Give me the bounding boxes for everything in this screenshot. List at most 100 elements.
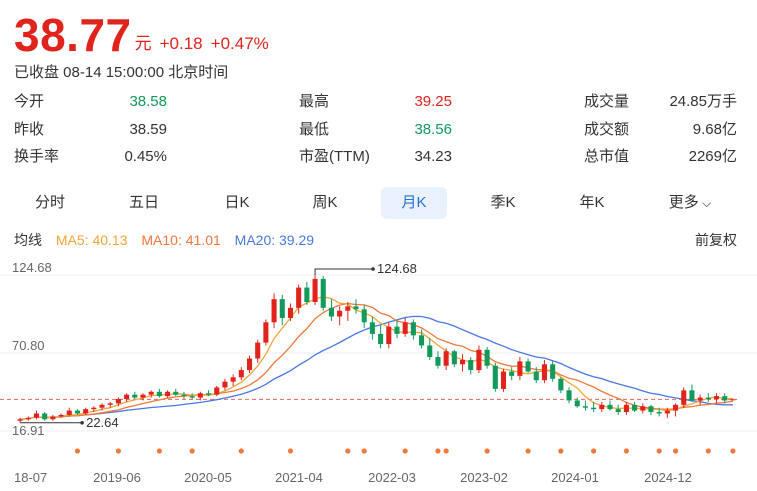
candle-body [132,394,138,398]
candle-body [533,371,539,381]
candle-body [214,387,220,395]
x-tick-label: 2020-05 [184,470,232,485]
candle-body [156,391,162,397]
candle-body [468,359,474,371]
candle-body [296,287,302,308]
current-price: 38.77 [14,9,132,61]
min-label: 22.64 [86,415,119,430]
event-marker [189,448,195,454]
candle-body [435,357,441,366]
event-marker [345,448,351,454]
stat-label: 最低 [299,121,330,138]
ma20-line [20,315,733,420]
candle-body [632,404,638,411]
candle-body [689,390,695,401]
candle-body [509,371,515,376]
event-marker [115,448,122,454]
candle-body [558,378,564,391]
candle-body [165,391,171,397]
candle-body [345,306,351,311]
candle-body [205,393,212,395]
candle-body [566,390,572,401]
market-status: 已收盘 08-14 15:00:00 北京时间 [14,64,229,81]
candle-body [697,397,703,401]
candle-body [50,416,56,420]
candle-body [99,404,105,408]
event-marker [435,448,441,454]
candle-body [550,364,556,379]
y-tick-label: 124.68 [12,260,52,275]
tab-3[interactable]: 周K [312,194,338,211]
y-tick-label: 70.80 [12,338,45,353]
candle-body [74,410,80,414]
event-marker [74,448,81,454]
tab-6[interactable]: 年K [579,194,605,211]
candle-body [451,351,457,365]
stat-value: 2269亿 [688,148,737,165]
candle-body [58,414,64,417]
candle-body [312,278,318,303]
y-tick-label: 16.91 [12,423,45,438]
candle-body [599,404,605,410]
tab-4[interactable]: 月K [381,187,447,219]
candle-body [673,404,679,411]
candle-body [369,322,375,334]
candle-body [238,370,244,378]
event-marker [287,448,294,454]
candle-body [33,413,40,418]
tab-7[interactable]: 更多 ⌵ [668,194,712,211]
tab-5[interactable]: 季K [490,194,516,211]
candle-body [582,406,588,408]
candle-body [328,307,334,317]
candle-body [656,412,662,414]
event-marker [443,448,449,454]
candle-body [91,407,97,410]
event-marker [705,448,711,454]
candle-body [181,394,187,397]
stat-value: 0.45% [124,148,167,165]
stat-value: 38.59 [129,121,167,138]
candle-body [517,361,523,376]
max-annotation-dot [371,267,375,271]
ma5-value: MA5: 40.13 [55,232,128,248]
candle-body [591,407,597,410]
price-change-percent: +0.47% [210,34,269,53]
candle-body [386,326,392,345]
stat-value: 24.85万手 [669,93,737,110]
candle-body [427,345,433,358]
candle-body [124,394,130,400]
candle-body [459,359,466,365]
x-tick-label: 2022-03 [368,470,416,485]
candle-body [83,409,89,414]
candle-body [640,406,646,411]
candle-body [140,394,146,398]
candle-body [25,417,31,420]
kline-chart[interactable]: 124.68 70.80 16.91 124.68 22.64 18-07 2019-06 2… [0,255,757,491]
event-marker [402,448,408,454]
stat-label: 总市值 [584,148,630,165]
candle-body [664,410,670,414]
stat-value: 34.23 [414,148,452,165]
tab-0[interactable]: 分时 [34,194,65,211]
tab-2[interactable]: 日K [224,194,250,211]
candle-body [17,419,23,421]
candle-body [541,364,548,381]
adjust-selector[interactable]: 前复权 [695,232,737,248]
x-tick-label: 2021-04 [275,470,323,485]
event-marker [730,448,736,454]
tab-1[interactable]: 五日 [128,194,159,211]
stat-label: 成交额 [584,121,630,138]
candle-body [681,390,687,405]
event-marker [558,448,564,454]
stat-label: 市盈(TTM) [299,148,370,165]
min-annotation-dot [80,420,84,425]
x-tick-label: 18-07 [14,470,47,485]
candle-body [410,322,416,336]
candle-body [361,309,367,323]
candle-body [197,393,203,398]
candle-body [148,391,154,395]
event-marker [484,448,490,454]
candle-body [255,342,261,359]
candle-body [394,326,400,334]
candle-body [279,299,285,318]
